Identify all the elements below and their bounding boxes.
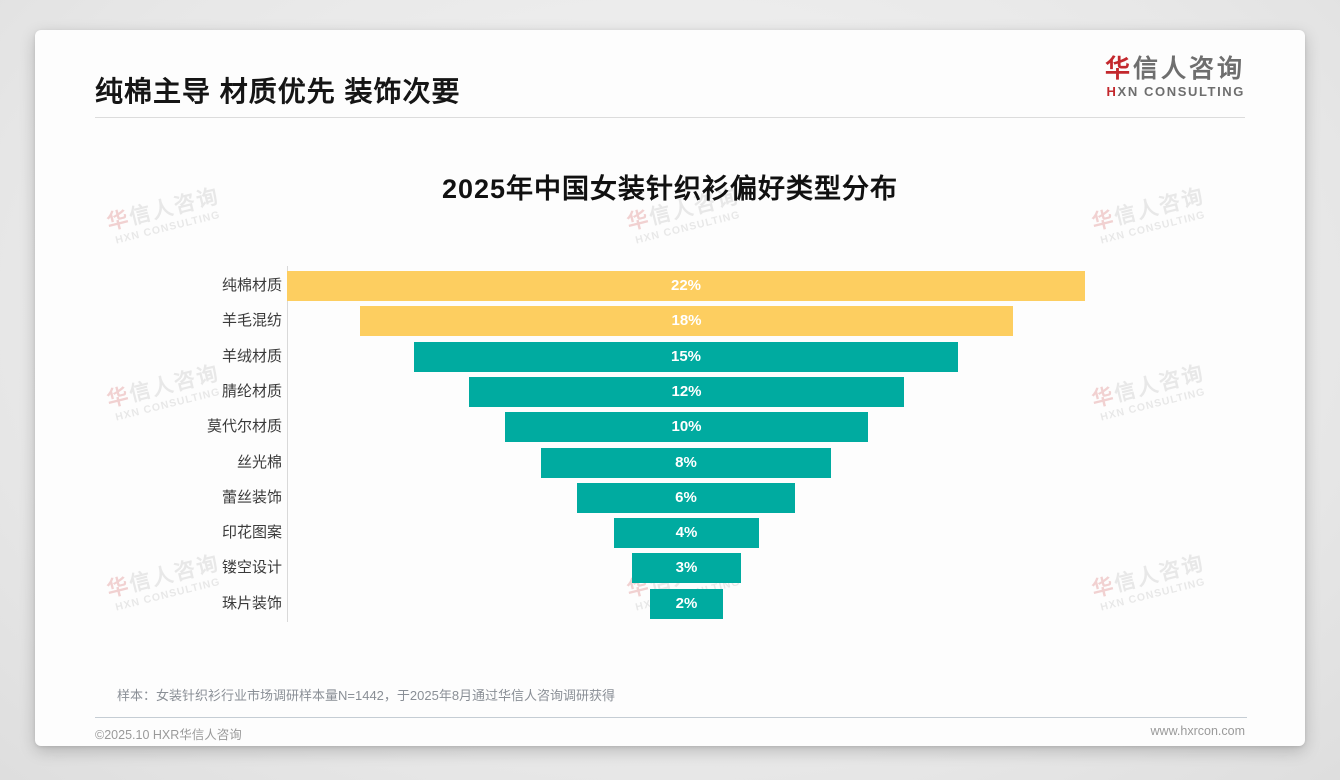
sample-note: 样本：女装针织衫行业市场调研样本量N=1442，于2025年8月通过华信人咨询调… [117,688,616,703]
bar-value-label: 22% [670,277,702,294]
header-divider [95,117,1245,118]
logo-zh-accent: 华 [1104,55,1133,83]
category-label: 珠片装饰 [221,595,282,612]
bar-value-label: 18% [671,312,702,329]
chart-title: 2025年中国女装针织衫偏好类型分布 [441,174,899,204]
bar: 22% [287,271,1085,301]
category-label: 丝光棉 [236,454,282,471]
category-label: 蕾丝装饰 [221,489,282,506]
bar-value-label: 8% [675,454,697,471]
copyright-text: ©2025.10 HXR华信人咨询 [95,728,242,742]
bar: 2% [650,589,723,619]
company-logo: 华信人咨询 HXN CONSULTING [1105,54,1245,99]
footer-divider [95,717,1247,718]
logo-en-accent: H [1106,84,1118,99]
bar-value-label: 2% [675,595,698,612]
category-label: 羊毛混纺 [221,312,282,329]
bar: 15% [414,342,958,372]
bar-value-label: 15% [670,348,702,365]
category-label: 腈纶材质 [221,383,282,400]
website-url: www.hxrcon.com [1150,724,1245,738]
category-label: 莫代尔材质 [206,418,282,435]
bar-value-label: 12% [671,383,702,400]
category-label: 印花图案 [221,524,282,541]
category-label: 纯棉材质 [221,277,282,294]
logo-english: HXN CONSULTING [1105,84,1245,99]
category-label: 镂空设计 [221,559,282,576]
y-axis-line [287,266,288,622]
bar-value-label: 4% [675,524,698,541]
bar: 10% [505,412,868,442]
bar: 3% [632,553,741,583]
bar: 6% [577,483,795,513]
logo-chinese: 华信人咨询 [1105,54,1245,84]
logo-en-text: XN CONSULTING [1117,84,1245,99]
slide-title: 纯棉主导 材质优先 装饰次要 [95,76,461,107]
bar: 8% [541,448,831,478]
category-label: 羊绒材质 [221,348,282,365]
bar: 4% [614,518,759,548]
bar-value-label: 3% [675,559,698,576]
bar: 18% [360,306,1013,336]
bar-value-label: 6% [675,489,697,506]
bar: 12% [469,377,904,407]
bar-value-label: 10% [671,418,702,435]
funnel-bar-chart: 纯棉材质 22% 羊毛混纺 18% 羊绒材质 15% 腈纶材质 12% 莫代尔材质 10% 丝光棉 8… [35,30,1305,746]
report-card: 华信人咨询 HXN CONSULTING 华信人咨询 HXN CONSULTING 华信… [35,30,1305,746]
logo-zh-text: 信人咨询 [1132,55,1245,83]
